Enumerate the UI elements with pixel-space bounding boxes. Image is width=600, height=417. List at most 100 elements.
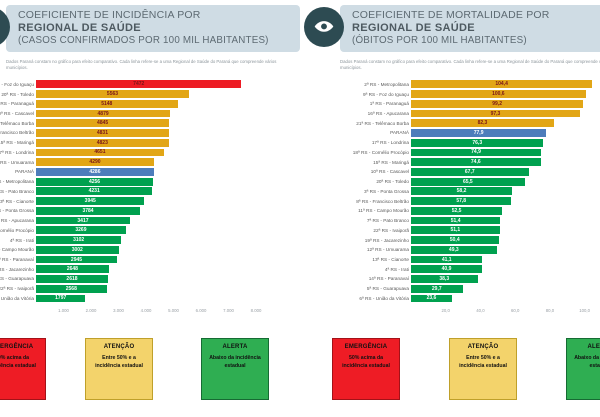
chart-row: 12ª RS - Umuarama 4290 [0,157,300,167]
legend-title: EMERGÊNCIA [344,344,388,351]
bar-value: 97,3 [490,110,501,117]
bar: 4231 [36,187,153,196]
chart-row: 20ª RS - Toledo 65,5 [304,177,600,187]
row-label-cell: 10ª RS - Cascavel [304,169,409,174]
bar-value: 40,9 [441,266,452,273]
chart-row: 4ª RS - Irati 3102 [0,235,300,245]
disclaimer-text: Dados Paraná constam no gráfico para efe… [6,59,277,71]
bar-value: 3945 [84,198,96,205]
bar-value: 4290 [89,159,101,166]
row-label-cell: 13ª RS - Cianorte [304,257,409,262]
row-label-cell: 11ª RS - Campo Mourão [0,247,34,252]
bar: 2648 [36,265,109,274]
chart-row: 21ª RS - Telêmaco Borba 4845 [0,118,300,128]
bar: 2618 [36,275,108,283]
chart-row: 3ª RS - Ponta Grossa 58,2 [304,187,600,197]
row-label-cell: 3ª RS - Ponta Grossa [0,208,34,213]
legend-text: Abaixo da incidência estadual [574,355,600,370]
bar: 74,6 [411,158,541,167]
chart-row: 8ª RS - Francisco Beltrão 4831 [0,128,300,138]
row-label: PARANÁ [390,130,409,136]
row-plot: 67,7 [411,168,600,176]
row-label-cell: 20ª RS - Toledo [0,92,34,97]
row-plot: 97,3 [411,109,600,118]
bar-value: 4879 [97,110,109,117]
bar: 41,1 [411,255,483,264]
bar: 1797 [36,294,86,303]
bar: 3784 [36,206,141,215]
bar-value: 74,6 [470,159,481,166]
chart-row: 19ª RS - Jacarezinho 2648 [0,264,300,274]
bar: 4256 [36,177,154,186]
bar: 52,5 [411,206,503,215]
x-tick-label: 20,0 [441,308,450,314]
row-label-cell: 12ª RS - Umuarama [0,160,34,165]
row-label: 19ª RS - Jacarezinho [0,266,34,272]
chart-row: 12ª RS - Umuarama 49,3 [304,245,600,255]
row-label: 17ª RS - Londrina [0,149,34,155]
chart-title-line3: (ÓBITOS POR 100 MIL HABITANTES) [352,34,527,46]
chart-row: 16ª RS - Apucarana 3417 [0,216,300,226]
row-plot: 50,4 [411,236,600,244]
row-plot: 1797 [36,294,256,303]
row-plot: 76,3 [411,138,600,147]
bar-value: 49,3 [448,246,459,253]
row-label: 13ª RS - Cianorte [0,198,34,204]
legend-box-atencao: ATENÇÃO Entre 50% e a incidência estadua… [449,338,517,401]
row-label: 20ª RS - Toledo [1,91,34,97]
row-label-cell: 2ª RS - Metropolitana [304,82,409,87]
row-label: 14ª RS - Paranavaí [0,257,34,263]
chart-row: 2ª RS - Metropolitana 104,4 [304,79,600,89]
row-label: 7ª RS - Pato Branco [0,188,34,194]
row-plot: 51,4 [411,216,600,225]
row-label-cell: 19ª RS - Jacarezinho [304,238,409,243]
logo-eye-icon [0,7,10,47]
row-plot: 3269 [36,226,256,235]
row-label: 15ª RS - Maringá [0,140,34,146]
bar-value: 1797 [55,295,67,302]
row-label: 8ª RS - Francisco Beltrão [356,198,409,204]
row-plot: 2568 [36,284,256,293]
bar-value: 74,9 [471,149,481,156]
bar-value: 7472 [133,81,145,88]
row-label-cell: 16ª RS - Apucarana [0,218,34,223]
chart-row: 11ª RS - Campo Mourão 52,5 [304,206,600,216]
x-tick-label: 1.000 [58,308,69,314]
bar-value: 4286 [89,168,101,175]
chart-row: 6ª RS - União da Vitória 23,6 [304,294,600,304]
chart-title-line3: (CASOS CONFIRMADOS POR 100 MIL HABITANTE… [18,34,269,46]
row-label: 4ª RS - Irati [384,266,409,272]
row-plot: 2648 [36,265,256,274]
bar: 2945 [36,255,117,264]
row-label: 12ª RS - Umuarama [366,247,409,253]
row-label: 8ª RS - Francisco Beltrão [0,130,34,136]
legend-text: 50% acima da incidência estadual [0,355,36,370]
chart-title-line2: REGIONAL DE SAÚDE [352,21,475,34]
chart-row: 15ª RS - Maringá 4823 [0,138,300,148]
row-label-cell: 6ª RS - União da Vitória [0,296,34,301]
row-label-cell: 22ª RS - Ivaiporã [0,286,34,291]
row-label: 6ª RS - União da Vitória [0,295,34,301]
row-plot: 2618 [36,275,256,283]
row-label-cell: 19ª RS - Jacarezinho [0,267,34,272]
chart-row: 15ª RS - Maringá 74,6 [304,157,600,167]
chart-row: 9ª RS - Foz do Iguaçu 100,6 [304,89,600,99]
legend-title: EMERGÊNCIA [0,344,34,351]
chart-row: 3ª RS - Ponta Grossa 3784 [0,206,300,216]
bar: 67,7 [411,168,529,176]
row-plot: 5148 [36,99,256,108]
row-label: 4ª RS - Irati [9,237,34,243]
bar: 82,3 [411,119,554,128]
row-label: 12ª RS - Umuarama [0,159,34,165]
row-plot: 4290 [36,158,256,167]
bar: 49,3 [411,245,497,254]
bar: 40,9 [411,265,483,274]
row-plot: 3417 [36,216,256,225]
row-label-cell: 22ª RS - Ivaiporã [304,228,409,233]
row-label: 3ª RS - Ponta Grossa [364,188,409,194]
chart-rows: 2ª RS - Metropolitana 104,4 9ª RS - Foz do… [304,79,600,303]
chart-row: 17ª RS - Londrina 4651 [0,148,300,158]
bar-value: 3102 [73,237,85,244]
row-label-cell: 5ª RS - Guarapuava [0,276,34,281]
